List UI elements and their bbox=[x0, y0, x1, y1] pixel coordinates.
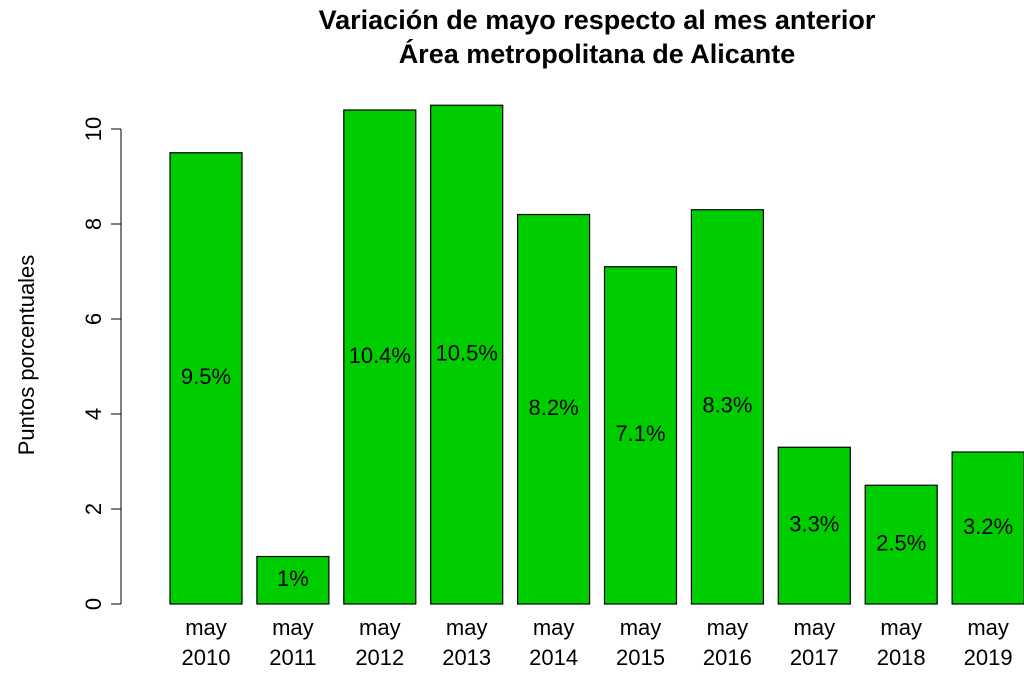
x-tick-label: may 2012 bbox=[355, 615, 405, 670]
x-tick-label: may 2014 bbox=[529, 615, 579, 670]
value-label: 10.4% bbox=[349, 343, 411, 368]
value-label: 8.3% bbox=[702, 393, 752, 418]
y-tick-label: 4 bbox=[81, 408, 106, 420]
y-tick-label: 10 bbox=[81, 117, 106, 141]
y-axis-label: Puntos porcentuales bbox=[14, 255, 39, 456]
bar bbox=[777, 446, 851, 605]
value-label: 9.5% bbox=[181, 364, 231, 389]
x-tick-label: may 2013 bbox=[442, 615, 492, 670]
x-tick-label: may 2011 bbox=[269, 615, 317, 670]
x-tick-label: may 2017 bbox=[789, 615, 839, 670]
y-tick-label: 0 bbox=[81, 598, 106, 610]
value-label: 1% bbox=[277, 566, 309, 591]
value-label: 7.1% bbox=[615, 421, 665, 446]
value-label: 2.5% bbox=[876, 530, 926, 555]
bar bbox=[430, 104, 504, 605]
y-tick-label: 2 bbox=[81, 503, 106, 515]
y-tick-label: 8 bbox=[81, 218, 106, 230]
bar bbox=[256, 555, 330, 605]
x-tick-label: may 2015 bbox=[616, 615, 665, 670]
x-tick-label: may 2019 bbox=[963, 615, 1013, 670]
bar bbox=[690, 209, 765, 605]
x-tick-label: may 2016 bbox=[702, 615, 752, 670]
bar bbox=[343, 109, 417, 605]
x-tick-label: may 2010 bbox=[181, 615, 231, 670]
bar bbox=[516, 213, 591, 605]
bar bbox=[864, 484, 938, 605]
value-label: 3.3% bbox=[789, 511, 839, 536]
value-label: 10.5% bbox=[436, 340, 498, 365]
bar bbox=[951, 451, 1024, 605]
value-label: 8.2% bbox=[529, 395, 579, 420]
chart-title: Variación de mayo respecto al mes anteri… bbox=[319, 5, 876, 35]
value-label: 3.2% bbox=[963, 514, 1013, 539]
y-tick-label: 6 bbox=[81, 313, 106, 325]
bar bbox=[169, 152, 243, 605]
chart-subtitle: Área metropolitana de Alicante bbox=[399, 38, 796, 69]
bar bbox=[603, 266, 678, 605]
x-tick-label: may 2018 bbox=[876, 615, 926, 670]
